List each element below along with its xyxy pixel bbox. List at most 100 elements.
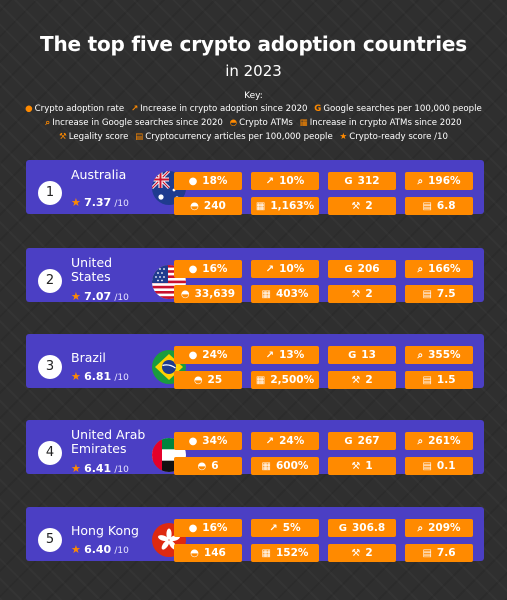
- stat-legality-score: ⚒ 2: [328, 285, 396, 303]
- crypto-ready-score: ★ 7.07 /10: [71, 290, 129, 303]
- atm-icon: ◓: [197, 461, 207, 472]
- rank-badge: 3: [38, 355, 62, 379]
- google-icon: G: [314, 104, 322, 114]
- stat-adoption-increase: ↗ 24%: [251, 432, 319, 450]
- calendar-icon: ▦: [261, 289, 271, 300]
- stat-articles: ▤ 0.1: [405, 457, 473, 475]
- person-icon: ●: [188, 436, 198, 447]
- calendar-icon: ▦: [255, 375, 266, 386]
- stat-atm-increase: ▦ 2,500%: [251, 371, 319, 389]
- gavel-icon: ⚒: [351, 461, 361, 472]
- key-item-search-increase: ⌕ Increase in Google searches since 2020: [45, 118, 223, 128]
- stat-adoption-increase: ↗ 5%: [251, 519, 319, 537]
- stat-google-searches: G 206: [328, 260, 396, 278]
- gavel-icon: ⚒: [351, 289, 361, 300]
- stat-crypto-atms: ◓ 25: [174, 371, 242, 389]
- country-row-uae: 4 United Arab Emirates ★ 6.41 /10 ● 34% ↗…: [26, 420, 484, 475]
- search-icon: ⌕: [45, 118, 51, 128]
- search-icon: ⌕: [417, 523, 424, 534]
- person-icon: ●: [188, 176, 198, 187]
- star-icon: ★: [71, 370, 81, 383]
- google-icon: G: [338, 523, 347, 534]
- search-icon: ⌕: [417, 176, 424, 187]
- key-line-2: ⌕ Increase in Google searches since 2020 …: [0, 118, 507, 128]
- stat-adoption-rate: ● 18%: [174, 172, 242, 190]
- atm-icon: ◓: [193, 375, 203, 386]
- country-row-brazil: 3 Brazil ★ 6.81 /10 ● 24% ↗ 13% G 13 ⌕ 355% …: [26, 334, 484, 389]
- stat-google-searches: G 13: [328, 346, 396, 364]
- stat-legality-score: ⚒ 2: [328, 544, 396, 562]
- stat-google-searches: G 267: [328, 432, 396, 450]
- country-name: Brazil: [71, 350, 106, 365]
- stat-atm-increase: ▦ 152%: [251, 544, 319, 562]
- stat-articles: ▤ 6.8: [405, 197, 473, 215]
- calendar-icon: ▦: [261, 461, 271, 472]
- stat-search-increase: ⌕ 209%: [405, 519, 473, 537]
- newspaper-icon: ▤: [422, 201, 432, 212]
- google-icon: G: [348, 350, 357, 361]
- country-row-united-states: 2 United States ★ 7.07 /10 ● 16% ↗ 10% G 20…: [26, 248, 484, 303]
- stat-search-increase: ⌕ 261%: [405, 432, 473, 450]
- star-icon: ★: [339, 132, 348, 142]
- search-icon: ⌕: [417, 436, 424, 447]
- key-line-1: ● Crypto adoption rate ↗ Increase in crypt…: [0, 104, 507, 114]
- person-icon: ●: [25, 104, 33, 114]
- star-icon: ★: [71, 290, 81, 303]
- gavel-icon: ⚒: [351, 548, 361, 559]
- stat-crypto-atms: ◓ 240: [174, 197, 242, 215]
- country-name: United Arab Emirates: [71, 427, 146, 456]
- country-name: United States: [71, 255, 113, 284]
- stat-google-searches: G 306.8: [328, 519, 396, 537]
- gavel-icon: ⚒: [59, 132, 67, 142]
- country-name: Australia: [71, 167, 127, 182]
- stat-adoption-rate: ● 34%: [174, 432, 242, 450]
- stat-crypto-atms: ◓ 6: [174, 457, 242, 475]
- atm-icon: ◓: [180, 289, 190, 300]
- key-line-3: ⚒ Legality score ▤ Cryptocurrency articles…: [0, 132, 507, 142]
- calendar-icon: ▦: [261, 548, 271, 559]
- star-icon: ★: [71, 462, 81, 475]
- page-title: The top five crypto adoption countries: [40, 32, 467, 56]
- newspaper-icon: ▤: [422, 548, 432, 559]
- person-icon: ●: [188, 350, 198, 361]
- google-icon: G: [344, 436, 353, 447]
- google-icon: G: [344, 264, 353, 275]
- stat-legality-score: ⚒ 2: [328, 197, 396, 215]
- atm-icon: ◓: [190, 548, 199, 559]
- person-icon: ●: [188, 264, 198, 275]
- line-chart-icon: ↗: [130, 104, 139, 114]
- crypto-ready-score: ★ 6.40 /10: [71, 543, 129, 556]
- search-icon: ⌕: [417, 264, 424, 275]
- line-chart-icon: ↗: [269, 523, 278, 534]
- gavel-icon: ⚒: [351, 201, 361, 212]
- rank-badge: 5: [38, 528, 62, 552]
- star-icon: ★: [71, 543, 81, 556]
- stat-atm-increase: ▦ 403%: [251, 285, 319, 303]
- stat-crypto-atms: ◓ 146: [174, 544, 242, 562]
- country-row-hong-kong: 5 Hong Kong ★ 6.40 /10 ● 16% ↗ 5% G 306.8 ⌕…: [26, 507, 484, 562]
- key-item-legality: ⚒ Legality score: [59, 132, 129, 142]
- calendar-icon: ▦: [255, 201, 266, 212]
- crypto-ready-score: ★ 6.81 /10: [71, 370, 129, 383]
- line-chart-icon: ↗: [265, 176, 275, 187]
- person-icon: ●: [188, 523, 198, 534]
- country-row-australia: 1 Australia ★ 7.37 /10 ● 18% ↗ 10% G 312 ⌕ 1…: [26, 160, 484, 215]
- key-item-adoption: ● Crypto adoption rate: [25, 104, 125, 114]
- stat-adoption-increase: ↗ 10%: [251, 260, 319, 278]
- stat-adoption-increase: ↗ 10%: [251, 172, 319, 190]
- country-name: Hong Kong: [71, 523, 139, 538]
- stat-crypto-atms: ◓ 33,639: [174, 285, 242, 303]
- stat-legality-score: ⚒ 1: [328, 457, 396, 475]
- stat-google-searches: G 312: [328, 172, 396, 190]
- key-item-score: ★ Crypto-ready score /10: [339, 132, 448, 142]
- stat-adoption-rate: ● 24%: [174, 346, 242, 364]
- search-icon: ⌕: [417, 350, 424, 361]
- stat-search-increase: ⌕ 355%: [405, 346, 473, 364]
- newspaper-icon: ▤: [135, 132, 144, 142]
- crypto-ready-score: ★ 6.41 /10: [71, 462, 129, 475]
- google-icon: G: [344, 176, 353, 187]
- key-item-atms: ◓ Crypto ATMs: [229, 118, 293, 128]
- key-item-adoption-increase: ↗ Increase in crypto adoption since 2020: [130, 104, 308, 114]
- line-chart-icon: ↗: [265, 350, 275, 361]
- rank-badge: 1: [38, 181, 62, 205]
